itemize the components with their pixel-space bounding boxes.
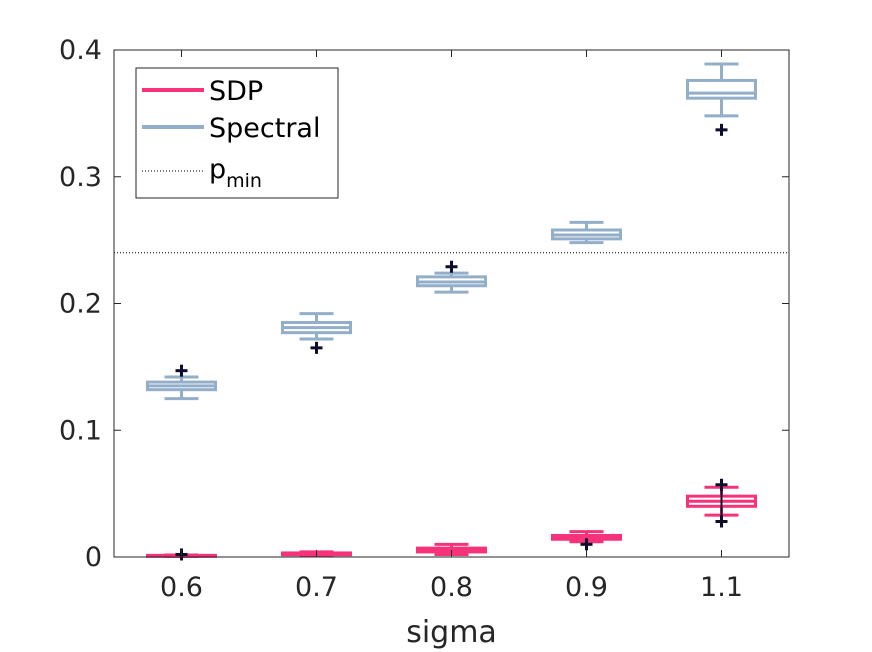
legend-label-pmin-main: p [209,154,226,185]
x-tick-label: 0.9 [565,572,608,603]
outlier-spectral-0.8 [445,260,458,273]
y-tick-label: 0.4 [59,35,102,66]
legend-label-pmin-sub: min [226,170,262,192]
y-tick-label: 0.3 [59,162,102,193]
box-spectral-0.9 [551,220,622,245]
legend-label-pmin: pmin [209,154,262,192]
box-spectral-0.7 [281,312,352,341]
tick-layer: 0 0.1 0.2 0.3 0.4 0.6 0.7 0.8 0.9 1.1 [59,35,789,603]
outlier-spectral-1.1 [715,123,728,136]
y-tick-label: 0.1 [59,415,102,446]
legend: SDP Spectral pmin [135,67,339,199]
box-layer [146,62,757,558]
outlier-spectral-0.7 [310,341,323,354]
box-spectral-0.6 [146,375,217,401]
y-tick-label: 0 [85,542,102,573]
x-tick-label: 1.1 [700,572,743,603]
outlier-layer [175,123,728,561]
legend-label-sdp: SDP [209,76,263,107]
x-tick-label: 0.7 [295,572,338,603]
y-tick-label: 0.2 [59,289,102,320]
x-axis-label: sigma [406,615,497,650]
box-iqr [686,78,757,100]
x-tick-label: 0.6 [160,572,203,603]
x-tick-label: 0.8 [430,572,473,603]
outlier-spectral-0.6 [175,364,188,377]
legend-label-spectral: Spectral [209,113,320,144]
box-spectral-1.1 [686,62,757,118]
outlier-sdp-0.9 [580,538,593,551]
box-spectral-0.8 [416,271,487,294]
